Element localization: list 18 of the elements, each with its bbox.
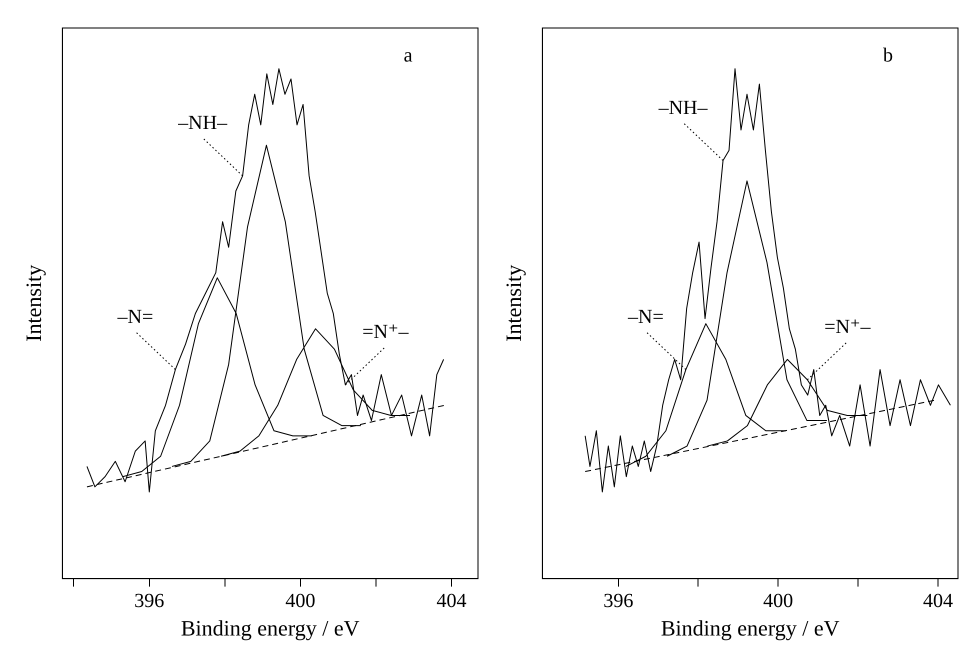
annotation: –N= [626, 306, 664, 328]
x-tick-label: 404 [436, 590, 467, 612]
annotation: =N⁺– [824, 316, 872, 338]
y-axis-title: Intensity [500, 264, 526, 342]
annotation: =N⁺– [362, 321, 410, 344]
x-tick-label: 400 [763, 590, 794, 612]
annotation: –NH– [177, 112, 228, 134]
text: b [883, 44, 893, 66]
x-axis-title: Binding energy / eV [660, 616, 840, 641]
x-tick-label: 396 [603, 590, 634, 612]
text: a [404, 44, 413, 66]
x-axis-title: Binding energy / eV [180, 616, 360, 641]
x-tick-label: 400 [285, 590, 316, 612]
annotation: –N= [116, 306, 154, 328]
x-tick-label: 404 [923, 590, 954, 612]
annotation: –NH– [658, 96, 708, 119]
x-tick-label: 396 [134, 590, 164, 612]
y-axis-title: Intensity [20, 264, 46, 342]
